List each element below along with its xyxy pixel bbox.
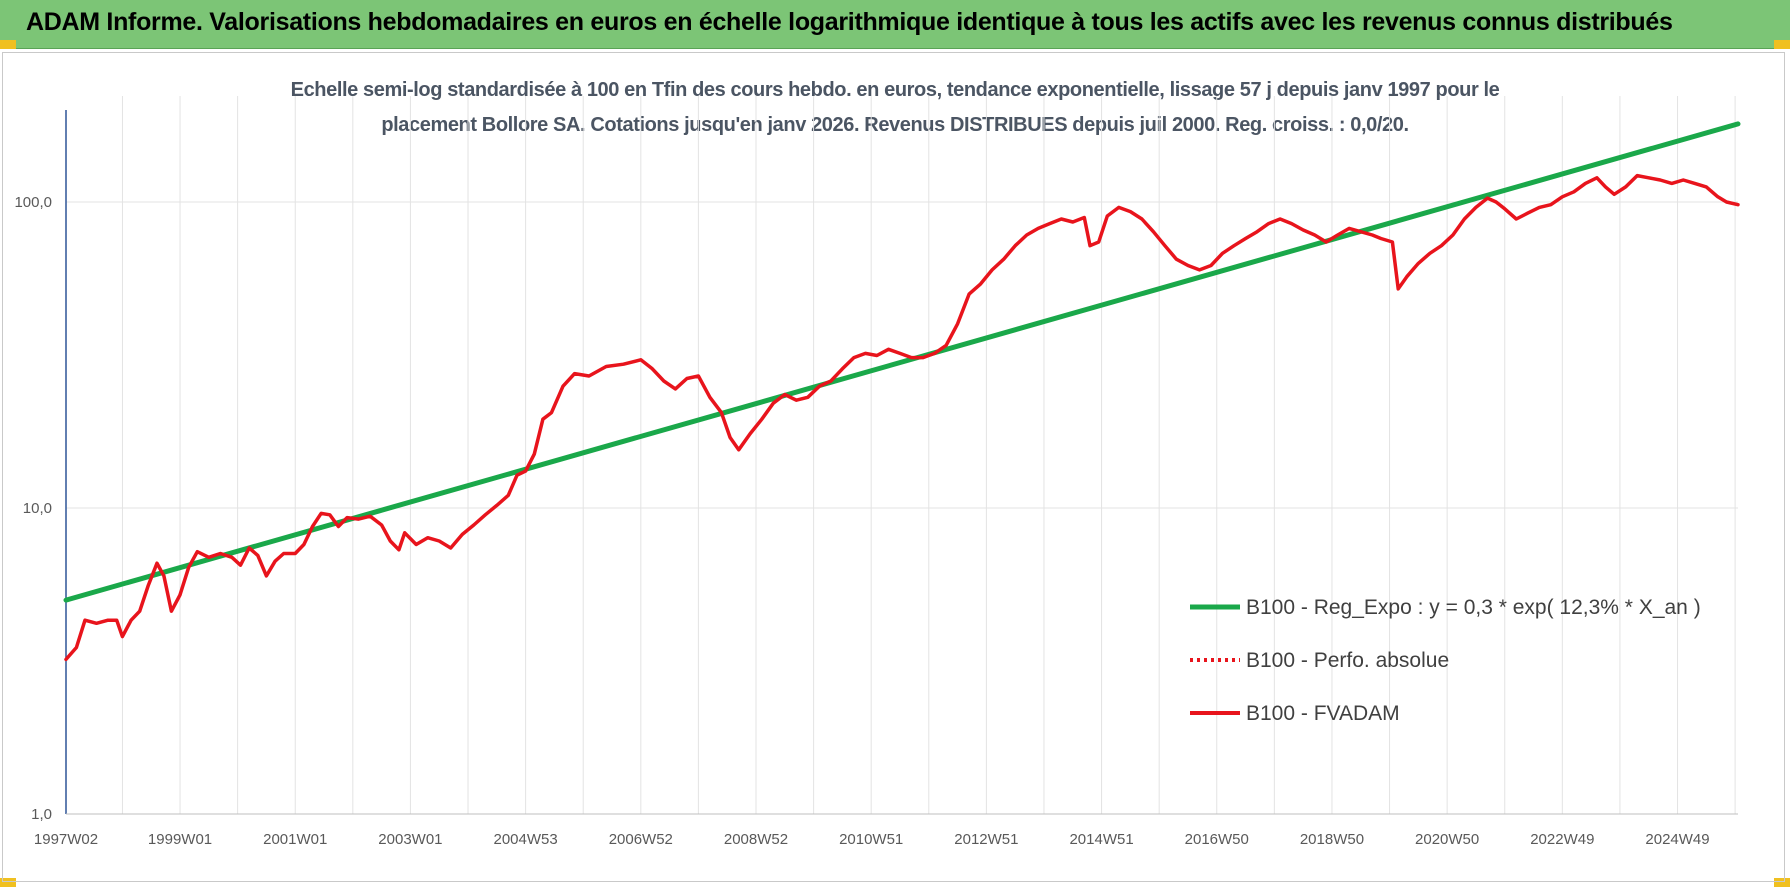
x-tick-label: 2022W49 bbox=[1530, 831, 1594, 848]
legend-entry: B100 - Reg_Expo : y = 0,3 * exp( 12,3% *… bbox=[1246, 596, 1701, 619]
x-tick-label: 2024W49 bbox=[1645, 831, 1709, 848]
chart-legend: B100 - Reg_Expo : y = 0,3 * exp( 12,3% *… bbox=[1190, 596, 1701, 725]
corner-marker-bottom-left bbox=[0, 878, 16, 887]
y-gridlines bbox=[66, 201, 1738, 815]
series-line-1 bbox=[63, 121, 1741, 603]
x-tick-label: 2006W52 bbox=[609, 831, 673, 848]
x-tick-label: 2008W52 bbox=[724, 831, 788, 848]
legend-entry: B100 - FVADAM bbox=[1246, 702, 1400, 725]
x-tick-label: 2004W53 bbox=[494, 831, 558, 848]
y-tick-labels: 1,0 10,0 100,0 bbox=[14, 194, 52, 823]
x-tick-label: 2016W50 bbox=[1185, 831, 1249, 848]
x-tick-label: 2012W51 bbox=[954, 831, 1018, 848]
corner-marker-top-left bbox=[0, 40, 16, 49]
x-tick-label: 2010W51 bbox=[839, 831, 903, 848]
y-tick-label: 10,0 bbox=[23, 500, 52, 517]
page-title: ADAM Informe. Valorisations hebdomadaire… bbox=[26, 8, 1673, 36]
chart-subtitle-line-1: Echelle semi-log standardisée à 100 en T… bbox=[290, 79, 1500, 101]
x-tick-label: 2020W50 bbox=[1415, 831, 1479, 848]
chart-subtitle-line-2: placement Bollore SA. Cotations jusqu'en… bbox=[381, 114, 1409, 136]
y-tick-label: 1,0 bbox=[31, 806, 52, 823]
x-gridlines bbox=[121, 96, 1736, 814]
y-tick-label: 100,0 bbox=[14, 194, 52, 211]
x-tick-label: 2014W51 bbox=[1069, 831, 1133, 848]
series-line-3 bbox=[64, 173, 1740, 662]
x-tick-label: 2003W01 bbox=[378, 831, 442, 848]
header-banner: ADAM Informe. Valorisations hebdomadaire… bbox=[0, 0, 1790, 49]
x-tick-label: 2018W50 bbox=[1300, 831, 1364, 848]
x-tick-label: 1997W02 bbox=[34, 831, 98, 848]
x-tick-labels: 1997W02 1999W01 2001W01 2003W01 2004W53 2006W… bbox=[34, 831, 1710, 848]
corner-marker-bottom-right bbox=[1774, 878, 1790, 887]
series-layer bbox=[63, 121, 1741, 662]
x-tick-label: 2001W01 bbox=[263, 831, 327, 848]
x-tick-label: 1999W01 bbox=[148, 831, 212, 848]
chart-axes bbox=[65, 110, 1738, 815]
corner-marker-top-right bbox=[1774, 40, 1790, 49]
chart-frame bbox=[2, 52, 1785, 882]
legend-entry: B100 - Perfo. absolue bbox=[1246, 649, 1449, 672]
